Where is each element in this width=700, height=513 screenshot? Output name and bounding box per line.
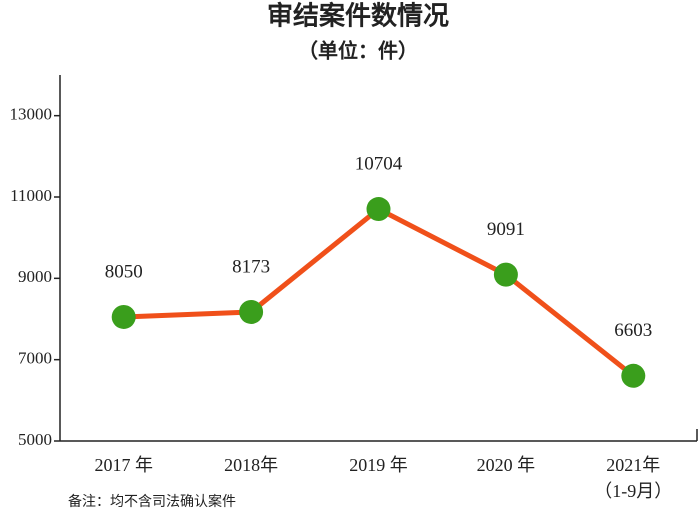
value-label: 6603 [614,320,652,341]
point [239,299,264,324]
x-tick-label: 2020 年 [477,455,536,475]
point [493,262,518,287]
chart-subtitle: （单位：件） [298,39,418,63]
value-label: 10704 [355,153,403,174]
y-tick-label: 7000 [18,349,52,368]
point [366,197,391,222]
x-tick-note: （1-9月） [594,481,672,501]
x-tick-label: 2019 年 [349,455,408,475]
footnote: 备注：均不含司法确认案件 [68,493,236,510]
y-tick-label: 11000 [10,186,52,205]
y-tick-label: 13000 [10,105,53,124]
y-tick-label: 9000 [18,267,52,286]
value-label: 8050 [105,261,143,282]
chart-title: 审结案件数情况 [267,1,449,32]
value-label: 9091 [487,219,525,240]
y-tick-label: 5000 [18,430,52,449]
x-tick-label: 2017 年 [94,455,153,475]
x-tick-label: 2021年 [606,455,660,475]
point [111,304,136,329]
value-label: 8173 [232,256,270,277]
x-tick-label: 2018年 [224,455,278,475]
point [621,363,646,388]
series-line [123,206,635,378]
